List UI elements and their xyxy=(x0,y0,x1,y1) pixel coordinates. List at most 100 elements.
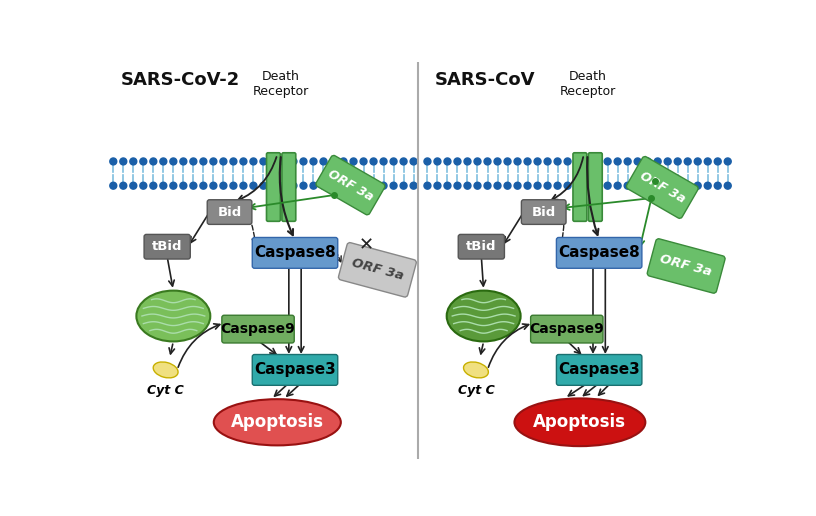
FancyBboxPatch shape xyxy=(588,153,602,221)
Circle shape xyxy=(410,182,417,189)
Circle shape xyxy=(260,182,267,189)
Circle shape xyxy=(464,158,471,165)
Circle shape xyxy=(604,158,611,165)
FancyBboxPatch shape xyxy=(222,315,295,343)
Circle shape xyxy=(685,182,691,189)
Ellipse shape xyxy=(136,291,211,342)
Circle shape xyxy=(300,182,307,189)
Circle shape xyxy=(180,182,187,189)
Circle shape xyxy=(544,158,551,165)
Circle shape xyxy=(110,182,117,189)
Ellipse shape xyxy=(514,398,645,446)
Circle shape xyxy=(160,158,166,165)
Circle shape xyxy=(434,182,441,189)
Text: Apoptosis: Apoptosis xyxy=(231,413,324,431)
Circle shape xyxy=(454,158,461,165)
Text: Death
Receptor: Death Receptor xyxy=(560,70,616,98)
Circle shape xyxy=(200,158,206,165)
Circle shape xyxy=(330,182,337,189)
FancyBboxPatch shape xyxy=(530,315,603,343)
Circle shape xyxy=(594,158,601,165)
Ellipse shape xyxy=(463,362,488,378)
Circle shape xyxy=(474,182,481,189)
Circle shape xyxy=(504,182,511,189)
Circle shape xyxy=(360,158,367,165)
FancyBboxPatch shape xyxy=(521,200,566,224)
Text: ORF 3a: ORF 3a xyxy=(637,169,687,205)
Circle shape xyxy=(524,158,531,165)
Circle shape xyxy=(240,182,247,189)
Circle shape xyxy=(380,182,387,189)
Circle shape xyxy=(474,158,481,165)
Circle shape xyxy=(150,158,157,165)
Circle shape xyxy=(664,158,671,165)
Text: Cyt C: Cyt C xyxy=(458,384,494,397)
Text: Caspase3: Caspase3 xyxy=(254,362,336,377)
Circle shape xyxy=(410,158,417,165)
FancyBboxPatch shape xyxy=(339,243,416,297)
Text: Death
Receptor: Death Receptor xyxy=(253,70,309,98)
Circle shape xyxy=(370,182,377,189)
Text: Apoptosis: Apoptosis xyxy=(534,413,627,431)
Circle shape xyxy=(160,182,166,189)
Ellipse shape xyxy=(214,399,341,445)
Text: SARS-CoV-2: SARS-CoV-2 xyxy=(121,71,240,89)
Circle shape xyxy=(350,182,357,189)
Circle shape xyxy=(140,158,147,165)
Circle shape xyxy=(434,158,441,165)
Circle shape xyxy=(634,182,641,189)
Circle shape xyxy=(674,182,681,189)
Circle shape xyxy=(725,182,731,189)
Circle shape xyxy=(534,182,541,189)
Text: tBid: tBid xyxy=(152,240,183,253)
Circle shape xyxy=(230,158,237,165)
Circle shape xyxy=(614,182,621,189)
Circle shape xyxy=(290,182,297,189)
Circle shape xyxy=(494,158,501,165)
Circle shape xyxy=(664,182,671,189)
Circle shape xyxy=(444,182,451,189)
Text: SARS-CoV: SARS-CoV xyxy=(435,71,535,89)
Circle shape xyxy=(494,182,501,189)
Circle shape xyxy=(400,182,407,189)
Circle shape xyxy=(280,182,287,189)
Circle shape xyxy=(514,158,521,165)
Circle shape xyxy=(564,158,571,165)
Text: Caspase3: Caspase3 xyxy=(558,362,640,377)
Circle shape xyxy=(574,158,581,165)
Circle shape xyxy=(634,158,641,165)
Circle shape xyxy=(250,158,257,165)
Circle shape xyxy=(534,158,541,165)
Circle shape xyxy=(694,182,701,189)
Circle shape xyxy=(654,182,661,189)
Circle shape xyxy=(604,182,611,189)
FancyBboxPatch shape xyxy=(316,155,385,215)
Circle shape xyxy=(424,158,431,165)
Circle shape xyxy=(554,182,561,189)
FancyBboxPatch shape xyxy=(557,237,642,268)
Circle shape xyxy=(320,182,327,189)
Text: ORF 3a: ORF 3a xyxy=(659,253,714,279)
Circle shape xyxy=(694,158,701,165)
Circle shape xyxy=(584,182,591,189)
Circle shape xyxy=(644,158,651,165)
Circle shape xyxy=(444,158,451,165)
Circle shape xyxy=(714,182,721,189)
Circle shape xyxy=(484,182,491,189)
Circle shape xyxy=(725,158,731,165)
Circle shape xyxy=(220,182,227,189)
FancyBboxPatch shape xyxy=(459,234,504,259)
Circle shape xyxy=(704,158,712,165)
Circle shape xyxy=(624,182,631,189)
Circle shape xyxy=(320,158,327,165)
Circle shape xyxy=(514,182,521,189)
Circle shape xyxy=(130,182,137,189)
Circle shape xyxy=(685,158,691,165)
Circle shape xyxy=(220,158,227,165)
Circle shape xyxy=(544,182,551,189)
Circle shape xyxy=(644,182,651,189)
Ellipse shape xyxy=(153,362,178,378)
Circle shape xyxy=(654,158,661,165)
FancyBboxPatch shape xyxy=(252,237,338,268)
FancyBboxPatch shape xyxy=(573,153,587,221)
